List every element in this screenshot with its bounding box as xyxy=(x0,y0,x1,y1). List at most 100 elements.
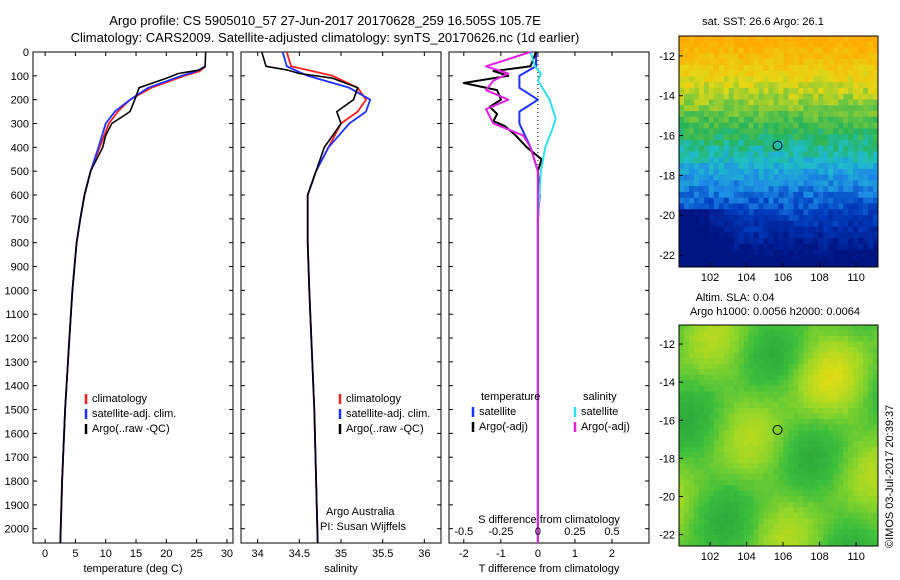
map-cell xyxy=(783,122,790,130)
map-cell xyxy=(873,540,878,546)
map-cell xyxy=(868,36,874,43)
map-cell xyxy=(753,128,760,135)
map-cell xyxy=(718,512,725,519)
map-cell xyxy=(738,87,745,95)
map-cell xyxy=(858,336,864,343)
map-cell xyxy=(679,134,685,141)
map-cell xyxy=(738,255,745,262)
map-cell xyxy=(683,191,690,199)
map-cell xyxy=(743,435,750,442)
map-cell xyxy=(828,429,834,437)
map-cell xyxy=(783,507,790,514)
map-cell xyxy=(758,41,765,49)
map-cell xyxy=(858,496,864,503)
s-tick-label: -0.25 xyxy=(488,526,513,538)
map-cell xyxy=(758,435,765,442)
map-cell xyxy=(778,168,785,176)
map-cell xyxy=(733,369,740,376)
map-cell xyxy=(858,116,864,124)
map-cell xyxy=(768,523,775,531)
map-cell xyxy=(743,226,750,233)
map-cell xyxy=(708,168,715,176)
map-cell xyxy=(713,255,720,262)
map-cell xyxy=(778,457,785,464)
map-cell xyxy=(808,238,814,245)
map-cell xyxy=(793,209,799,216)
map-cell xyxy=(798,391,804,398)
map-cell xyxy=(788,402,795,409)
map-cell xyxy=(783,374,790,381)
map-cell xyxy=(853,128,859,135)
map-cell xyxy=(758,186,765,193)
map-cell xyxy=(818,457,824,464)
map-cell xyxy=(743,128,750,135)
map-cell xyxy=(763,413,770,420)
map-cell xyxy=(703,446,710,453)
map-cell xyxy=(758,534,765,542)
map-cell xyxy=(858,358,864,365)
map-cell xyxy=(853,249,859,257)
map-cell xyxy=(778,220,785,228)
map-cell xyxy=(843,186,849,193)
map-cell xyxy=(698,496,705,503)
map-cell xyxy=(679,463,685,470)
map-cell xyxy=(788,82,795,89)
map-cell xyxy=(679,347,685,354)
map-cell xyxy=(718,163,725,170)
map-cell xyxy=(823,93,829,101)
map-cell xyxy=(683,523,690,531)
map-cell xyxy=(778,402,785,409)
map-cell xyxy=(698,99,705,106)
map-cell xyxy=(788,540,795,546)
map-cell xyxy=(713,358,720,365)
map-title: Altim. SLA: 0.04 xyxy=(696,292,775,304)
map-cell xyxy=(823,191,829,199)
map-cell xyxy=(683,330,690,337)
map-cell xyxy=(713,47,720,54)
map-cell xyxy=(679,174,685,181)
map-cell xyxy=(873,145,878,153)
map-cell xyxy=(788,64,795,72)
map-cell xyxy=(843,243,849,251)
map-cell xyxy=(763,507,770,514)
map-cell xyxy=(833,479,839,486)
map-cell xyxy=(688,429,695,437)
map-cell xyxy=(728,534,735,542)
map-cell xyxy=(703,413,710,420)
map-cell xyxy=(698,111,705,118)
map-cell xyxy=(833,402,839,409)
map-cell xyxy=(778,407,785,415)
map-cell xyxy=(708,151,715,158)
map-cell xyxy=(798,424,804,431)
map-cell xyxy=(733,474,740,481)
map-cell xyxy=(743,358,750,365)
map-cell xyxy=(823,255,829,262)
y-tick-label: 900 xyxy=(11,262,29,274)
map-cell xyxy=(748,122,755,130)
map-cell xyxy=(838,191,844,199)
map-cell xyxy=(858,261,864,267)
map-cell xyxy=(823,512,829,519)
map-cell xyxy=(798,128,804,135)
map-cell xyxy=(798,474,804,481)
map-cell xyxy=(733,385,740,392)
map-cell xyxy=(838,122,844,130)
map-cell xyxy=(773,197,780,205)
map-cell xyxy=(679,87,685,95)
series-line xyxy=(485,51,539,543)
map-cell xyxy=(758,457,765,464)
map-cell xyxy=(688,139,695,147)
map-cell xyxy=(768,47,775,54)
map-cell xyxy=(758,540,765,546)
map-cell xyxy=(843,191,849,199)
map-cell xyxy=(803,507,809,514)
map-cell xyxy=(798,261,804,267)
map-cell xyxy=(788,151,795,158)
map-cell xyxy=(683,341,690,348)
legend-label: Argo(..raw -QC) xyxy=(346,423,424,435)
map-cell xyxy=(763,168,770,176)
map-cell xyxy=(868,347,874,354)
map-cell xyxy=(813,59,819,66)
map-cell xyxy=(708,474,715,481)
map-cell xyxy=(763,391,770,398)
